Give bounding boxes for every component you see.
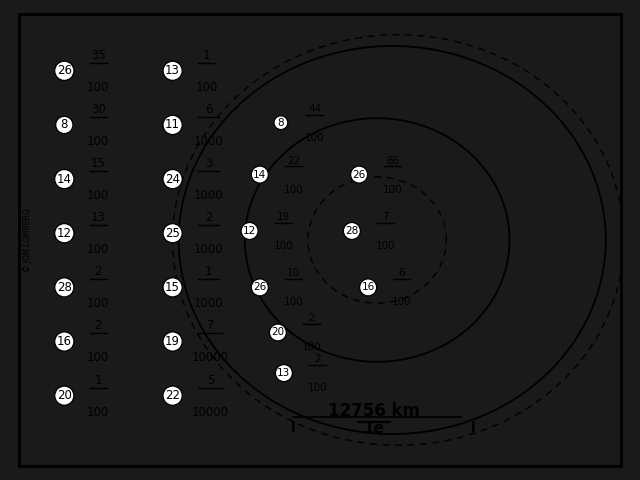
Text: 10000: 10000 [192,351,229,364]
Text: 12: 12 [57,227,72,240]
Text: 20: 20 [271,327,284,337]
Text: 26: 26 [353,169,365,180]
Text: 15: 15 [91,157,106,170]
Text: 2: 2 [205,211,212,224]
Text: 30: 30 [91,103,106,116]
Text: 6: 6 [399,268,405,278]
Text: 25: 25 [165,227,180,240]
Text: 7: 7 [382,212,389,222]
Text: 100: 100 [308,383,328,393]
Text: l: l [471,421,476,435]
Text: 28: 28 [345,226,358,236]
Text: 100: 100 [87,189,109,202]
Text: 8: 8 [61,119,68,132]
Text: 1e: 1e [364,420,385,436]
Text: 5: 5 [207,373,214,387]
Text: 1000: 1000 [194,189,223,202]
Text: 1000: 1000 [194,135,223,148]
Text: 100: 100 [87,297,109,310]
Text: 15: 15 [165,281,180,294]
Text: 100: 100 [87,351,109,364]
Text: 10: 10 [287,268,300,278]
Text: 100: 100 [376,241,396,251]
Text: 7: 7 [207,320,214,333]
Text: 2: 2 [308,313,315,324]
Text: 6: 6 [205,103,212,116]
Text: 100: 100 [274,241,293,251]
Text: 16: 16 [362,282,375,292]
Text: 86: 86 [387,156,399,166]
Text: 1000: 1000 [194,243,223,256]
Text: 1: 1 [205,265,212,278]
Text: 14: 14 [253,169,266,180]
Text: 19: 19 [165,335,180,348]
Text: 20: 20 [57,389,72,402]
Text: 13: 13 [165,64,180,77]
Text: 100: 100 [305,132,324,143]
Text: 26: 26 [57,64,72,77]
Text: 16: 16 [57,335,72,348]
Text: 13: 13 [277,368,291,378]
Text: 100: 100 [392,297,412,307]
Text: 100: 100 [87,135,109,148]
Text: 35: 35 [91,49,106,62]
Text: 12756 km: 12756 km [328,402,420,420]
Text: 100: 100 [87,406,109,419]
Text: 100: 100 [284,184,303,194]
Text: 14: 14 [57,173,72,186]
Text: 11: 11 [165,119,180,132]
Text: 100: 100 [383,184,403,194]
Text: 12: 12 [243,226,256,236]
Text: 10000: 10000 [192,406,229,419]
Text: 22: 22 [287,156,300,166]
Text: 2: 2 [314,354,321,364]
Text: 8: 8 [278,118,284,128]
Text: 100: 100 [284,297,303,307]
Text: 2: 2 [94,320,102,333]
Text: 44: 44 [308,104,321,114]
Text: © JON LOMBERG: © JON LOMBERG [22,208,31,272]
Text: l: l [291,421,295,435]
Text: 26: 26 [253,282,266,292]
Text: 100: 100 [302,342,321,352]
Text: 19: 19 [276,212,290,222]
Text: 28: 28 [57,281,72,294]
Text: 2: 2 [94,265,102,278]
Text: 13: 13 [91,211,106,224]
Text: 100: 100 [195,81,218,94]
Text: 22: 22 [165,389,180,402]
Text: 1: 1 [203,49,210,62]
Text: 1: 1 [94,373,102,387]
Text: 100: 100 [87,81,109,94]
Text: 24: 24 [165,173,180,186]
Text: 100: 100 [87,243,109,256]
Text: 1000: 1000 [194,297,223,310]
Text: 3: 3 [205,157,212,170]
